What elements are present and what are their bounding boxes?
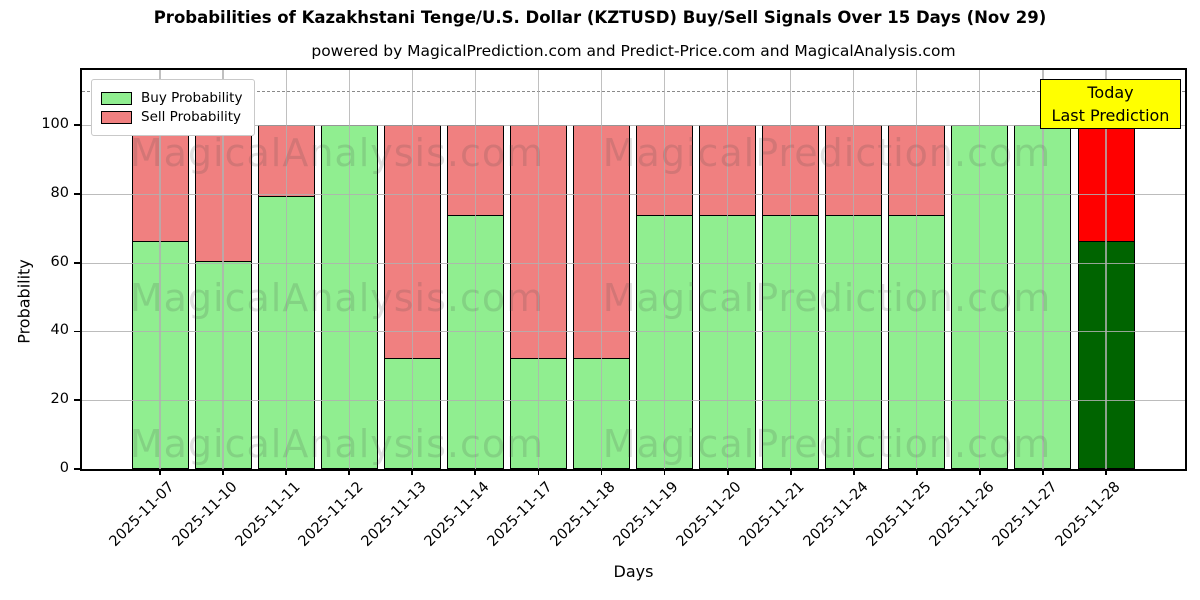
x-tick-label: 2025-11-14	[421, 479, 493, 550]
vertical-gridline	[159, 70, 161, 469]
chart-subtitle: powered by MagicalPrediction.com and Pre…	[311, 42, 956, 60]
watermark-text: MagicalAnalysis.com	[129, 422, 545, 466]
watermark-text: MagicalPrediction.com	[602, 422, 1052, 466]
y-tick-label: 0	[59, 460, 69, 476]
vertical-gridline	[474, 70, 476, 469]
legend-entry: Buy Probability	[101, 90, 242, 106]
legend-swatch-sell	[101, 110, 132, 124]
y-tick-mark	[74, 468, 80, 470]
x-tick-label: 2025-11-26	[926, 479, 998, 550]
vertical-gridline	[285, 70, 287, 469]
watermark-text: MagicalAnalysis.com	[129, 276, 545, 320]
chart-title: Probabilities of Kazakhstani Tenge/U.S. …	[153, 8, 1047, 27]
x-tick-label: 2025-11-28	[1052, 479, 1124, 550]
y-tick-mark	[74, 399, 80, 402]
x-tick-mark	[852, 469, 855, 475]
vertical-gridline	[537, 70, 539, 469]
vertical-gridline	[1105, 70, 1107, 469]
vertical-gridline	[411, 70, 413, 469]
y-tick-mark	[74, 330, 80, 333]
threshold-dashed-line	[82, 90, 1185, 92]
x-tick-mark	[726, 469, 729, 475]
x-tick-label: 2025-11-13	[358, 479, 430, 550]
legend: Buy Probability Sell Probability	[91, 79, 256, 136]
x-tick-label: 2025-11-19	[610, 479, 682, 550]
annotation-line-2: Last Prediction	[1051, 106, 1170, 125]
legend-label: Buy Probability	[141, 90, 243, 106]
vertical-gridline	[916, 70, 918, 469]
y-tick-mark	[74, 124, 80, 126]
y-tick-label: 20	[50, 391, 69, 408]
vertical-gridline	[1042, 70, 1044, 469]
horizontal-gridline	[82, 125, 1185, 127]
x-tick-mark	[600, 469, 603, 475]
vertical-gridline	[790, 70, 792, 469]
x-tick-mark	[474, 469, 477, 475]
x-tick-mark	[979, 469, 981, 475]
x-tick-mark	[663, 469, 666, 475]
watermark-text: MagicalPrediction.com	[602, 131, 1052, 175]
vertical-gridline	[853, 70, 855, 469]
watermark-text: MagicalAnalysis.com	[129, 131, 545, 175]
vertical-gridline	[727, 70, 729, 469]
horizontal-gridline	[82, 331, 1185, 333]
horizontal-gridline	[82, 193, 1185, 195]
x-tick-label: 2025-11-12	[295, 479, 367, 550]
y-tick-label: 80	[50, 184, 69, 201]
x-axis-label: Days	[613, 562, 654, 581]
x-tick-label: 2025-11-17	[484, 479, 556, 550]
plot-area: Buy Probability Sell Probability Today La…	[80, 68, 1187, 471]
horizontal-gridline	[82, 262, 1185, 264]
x-tick-mark	[1105, 469, 1107, 475]
y-tick-label: 60	[50, 253, 69, 270]
legend-entry: Sell Probability	[101, 109, 242, 125]
x-tick-label: 2025-11-24	[800, 479, 872, 550]
x-tick-mark	[285, 469, 288, 475]
vertical-gridline	[663, 70, 666, 469]
y-tick-label: 100	[41, 116, 69, 133]
y-tick-label: 40	[50, 322, 69, 339]
x-tick-mark	[1042, 469, 1044, 475]
vertical-gridline	[222, 70, 224, 469]
x-tick-label: 2025-11-07	[106, 479, 178, 550]
x-tick-mark	[159, 469, 161, 475]
x-tick-mark	[537, 469, 540, 475]
x-tick-label: 2025-11-10	[169, 479, 241, 550]
x-tick-label: 2025-11-11	[232, 479, 304, 550]
y-tick-mark	[74, 192, 80, 195]
x-tick-label: 2025-11-20	[674, 479, 745, 550]
x-tick-label: 2025-11-21	[737, 479, 809, 550]
x-tick-mark	[915, 469, 918, 475]
vertical-gridline	[979, 70, 981, 469]
annotation-line-1: Today	[1087, 83, 1134, 102]
x-tick-mark	[789, 469, 792, 475]
today-annotation: Today Last Prediction	[1040, 79, 1181, 129]
legend-swatch-buy	[101, 91, 132, 105]
vertical-gridline	[348, 70, 350, 469]
vertical-gridline	[600, 70, 603, 469]
horizontal-gridline	[82, 400, 1185, 402]
watermark-text: MagicalPrediction.com	[602, 276, 1052, 320]
y-tick-mark	[74, 261, 80, 264]
x-tick-mark	[411, 469, 414, 475]
x-tick-label: 2025-11-18	[547, 479, 619, 550]
x-tick-mark	[222, 469, 224, 475]
x-tick-label: 2025-11-27	[989, 479, 1061, 550]
legend-label: Sell Probability	[141, 109, 242, 125]
x-tick-mark	[348, 469, 351, 475]
x-tick-label: 2025-11-25	[863, 479, 935, 550]
